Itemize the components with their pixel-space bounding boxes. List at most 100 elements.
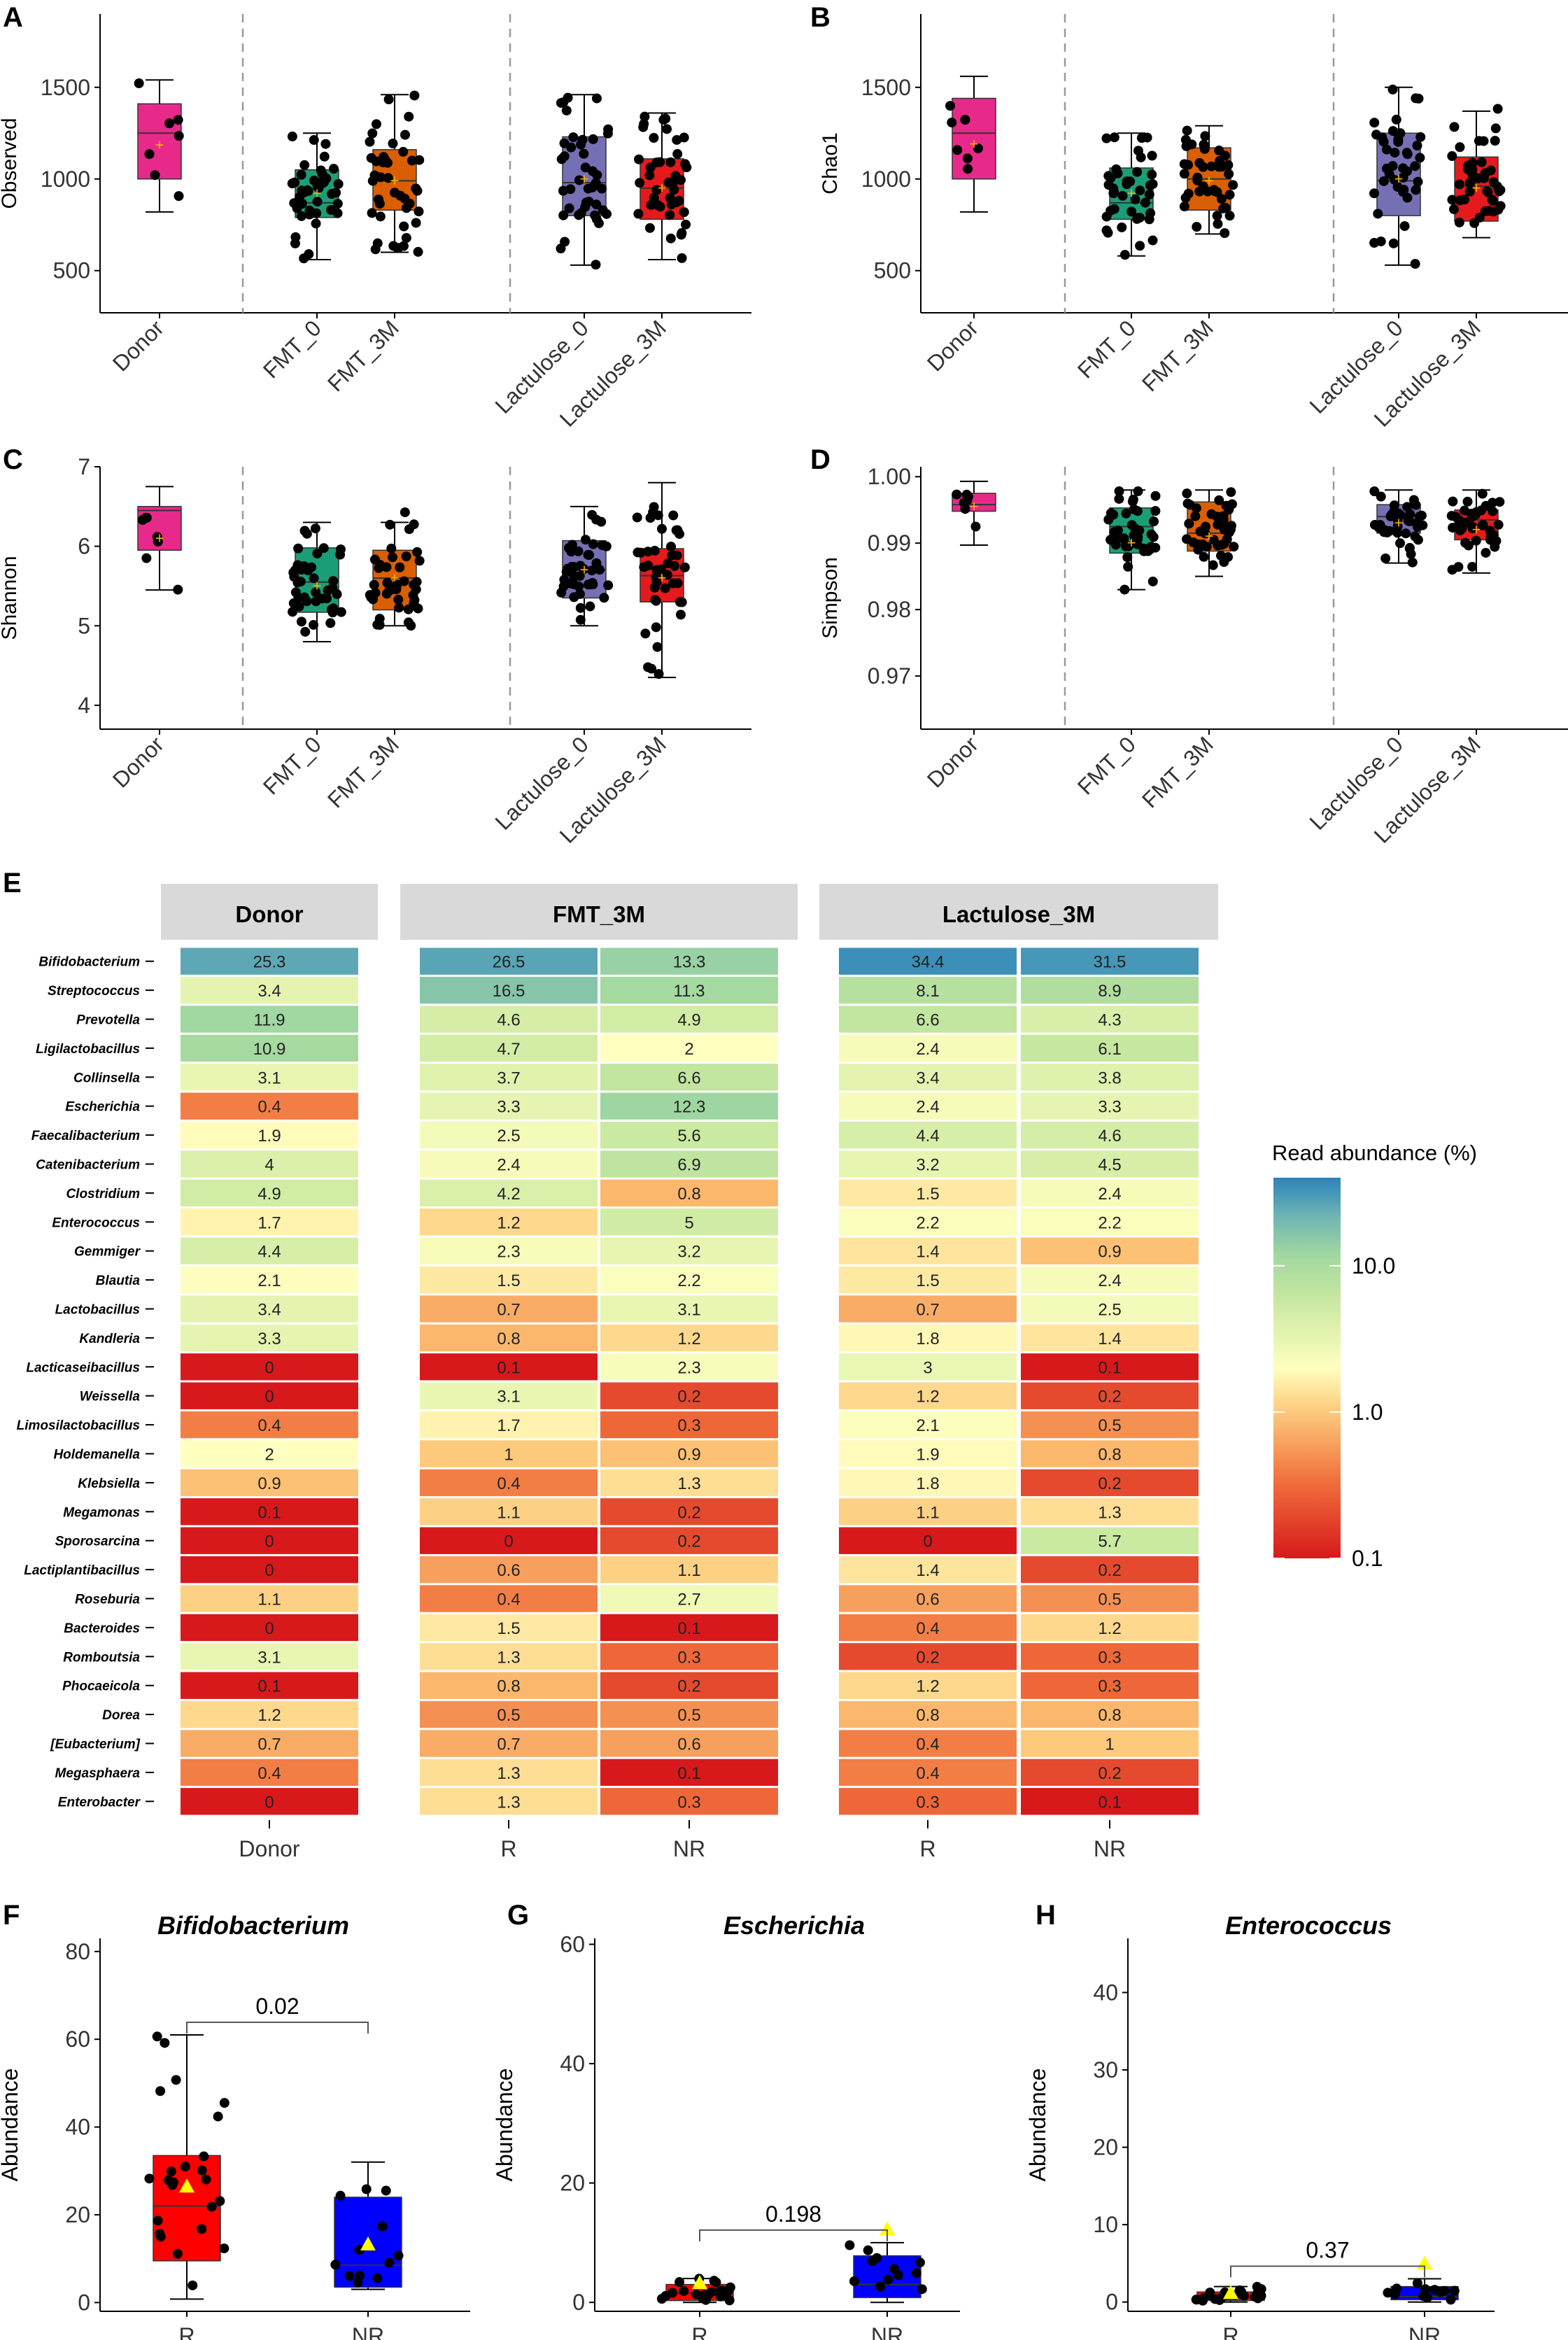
mean-marker: + <box>155 136 164 153</box>
data-point <box>1448 523 1458 533</box>
data-point <box>1446 2295 1456 2305</box>
chart-d: Simpson 0.97 0.98 0.99 1.00 + Donor + FMT_0 + FMT_… <box>819 464 1568 848</box>
cell-value: 13.3 <box>673 953 706 972</box>
cell-value: 3.3 <box>1098 1098 1121 1117</box>
heatmap-cell <box>600 1064 778 1091</box>
column-label: NR <box>673 1836 705 1861</box>
data-point <box>1198 181 1208 192</box>
data-point <box>1481 547 1491 558</box>
data-point <box>947 118 957 128</box>
data-point <box>1132 167 1143 177</box>
data-point <box>603 124 614 134</box>
cell-value: 0.4 <box>497 1474 520 1493</box>
data-point <box>1228 180 1238 190</box>
cell-value: 0.5 <box>1098 1591 1121 1609</box>
data-point <box>1413 93 1424 104</box>
data-point <box>1133 146 1143 156</box>
y-tick-label: 40 <box>1093 1980 1118 2005</box>
heatmap-cell <box>181 1700 358 1728</box>
data-point <box>962 153 973 164</box>
data-point <box>367 208 377 218</box>
cell-value: 10.9 <box>253 1040 286 1059</box>
heatmap-cell <box>600 1006 778 1033</box>
chart-a: Observed 500 1000 1500 + Donor + FMT_0 + FMT_3M +L… <box>0 14 751 432</box>
x-tick-label: FMT_0 <box>258 315 326 383</box>
mean-marker <box>1223 2285 1238 2299</box>
data-point <box>563 543 574 554</box>
cell-value: 6.1 <box>1098 1040 1121 1059</box>
cell-value: 1.3 <box>497 1648 520 1667</box>
data-point <box>1387 84 1398 94</box>
data-point <box>1199 139 1209 150</box>
data-point <box>579 564 589 575</box>
data-point <box>1117 190 1128 201</box>
panel-label-c: C <box>3 444 23 475</box>
heatmap-cell <box>1021 1614 1199 1642</box>
data-point <box>407 155 417 166</box>
data-point <box>163 2175 174 2185</box>
cell-value: 2.3 <box>497 1243 520 1262</box>
data-point <box>1147 576 1158 586</box>
mean-marker <box>179 2178 195 2193</box>
data-point <box>369 554 380 565</box>
cell-value: 3.8 <box>1098 1069 1121 1087</box>
data-point <box>1455 142 1465 153</box>
heatmap-cell <box>839 1556 1017 1584</box>
heatmap-cell <box>181 1092 358 1120</box>
data-point <box>575 614 586 625</box>
data-point <box>1224 190 1235 200</box>
data-point <box>633 209 644 219</box>
box-body <box>137 103 182 180</box>
data-point <box>206 2201 217 2212</box>
data-point <box>391 584 402 595</box>
data-point <box>290 587 301 598</box>
cell-value: 3.4 <box>257 1301 281 1320</box>
data-point <box>1418 2291 1429 2302</box>
data-point <box>665 157 676 167</box>
heatmap-cell <box>600 976 778 1004</box>
data-point <box>319 151 330 162</box>
mean-marker: + <box>1394 170 1404 188</box>
data-point <box>1145 208 1156 218</box>
data-point <box>654 669 664 679</box>
cell-value: 0 <box>264 1619 274 1638</box>
data-point <box>393 243 404 253</box>
heatmap-cell <box>600 1208 778 1236</box>
cell-value: 1.4 <box>916 1561 939 1580</box>
data-point <box>1128 494 1138 505</box>
heatmap-cell <box>839 1672 1017 1699</box>
data-point <box>1120 584 1130 595</box>
data-point <box>1478 136 1489 146</box>
x-tick-label: FMT_0 <box>258 731 326 799</box>
data-point <box>662 570 672 580</box>
data-point <box>1412 2278 1422 2288</box>
cell-value: 1.5 <box>497 1271 520 1290</box>
x-tick-label: Donor <box>108 731 169 792</box>
cell-value: 0 <box>264 1358 274 1377</box>
data-point <box>1410 259 1420 269</box>
row-label: Lacticaseibacillus <box>26 1360 140 1375</box>
row-label: Ligilactobacillus <box>36 1042 140 1057</box>
data-point <box>1224 169 1234 179</box>
data-point <box>1179 159 1189 169</box>
data-point <box>1135 185 1145 196</box>
heatmap-cell <box>420 947 598 975</box>
data-point <box>963 164 973 174</box>
heatmap-cell <box>181 1064 358 1091</box>
data-point <box>1460 537 1471 548</box>
heatmap-cell <box>420 1440 598 1467</box>
data-point <box>872 2253 882 2263</box>
x-tick-label: FMT_0 <box>1073 315 1140 383</box>
data-point <box>556 587 567 598</box>
data-point <box>330 2260 341 2270</box>
x-tick-label: NR <box>352 2323 384 2340</box>
cell-value: 1.4 <box>1098 1330 1121 1348</box>
data-point <box>1150 491 1161 501</box>
box-nr: NR <box>845 2221 927 2340</box>
cell-value: 26.5 <box>493 953 525 972</box>
cell-value: 0.6 <box>497 1561 520 1580</box>
data-point <box>586 565 597 576</box>
mean-marker: + <box>1205 171 1214 189</box>
heatmap-cell <box>1021 1440 1199 1467</box>
data-point <box>306 562 317 572</box>
